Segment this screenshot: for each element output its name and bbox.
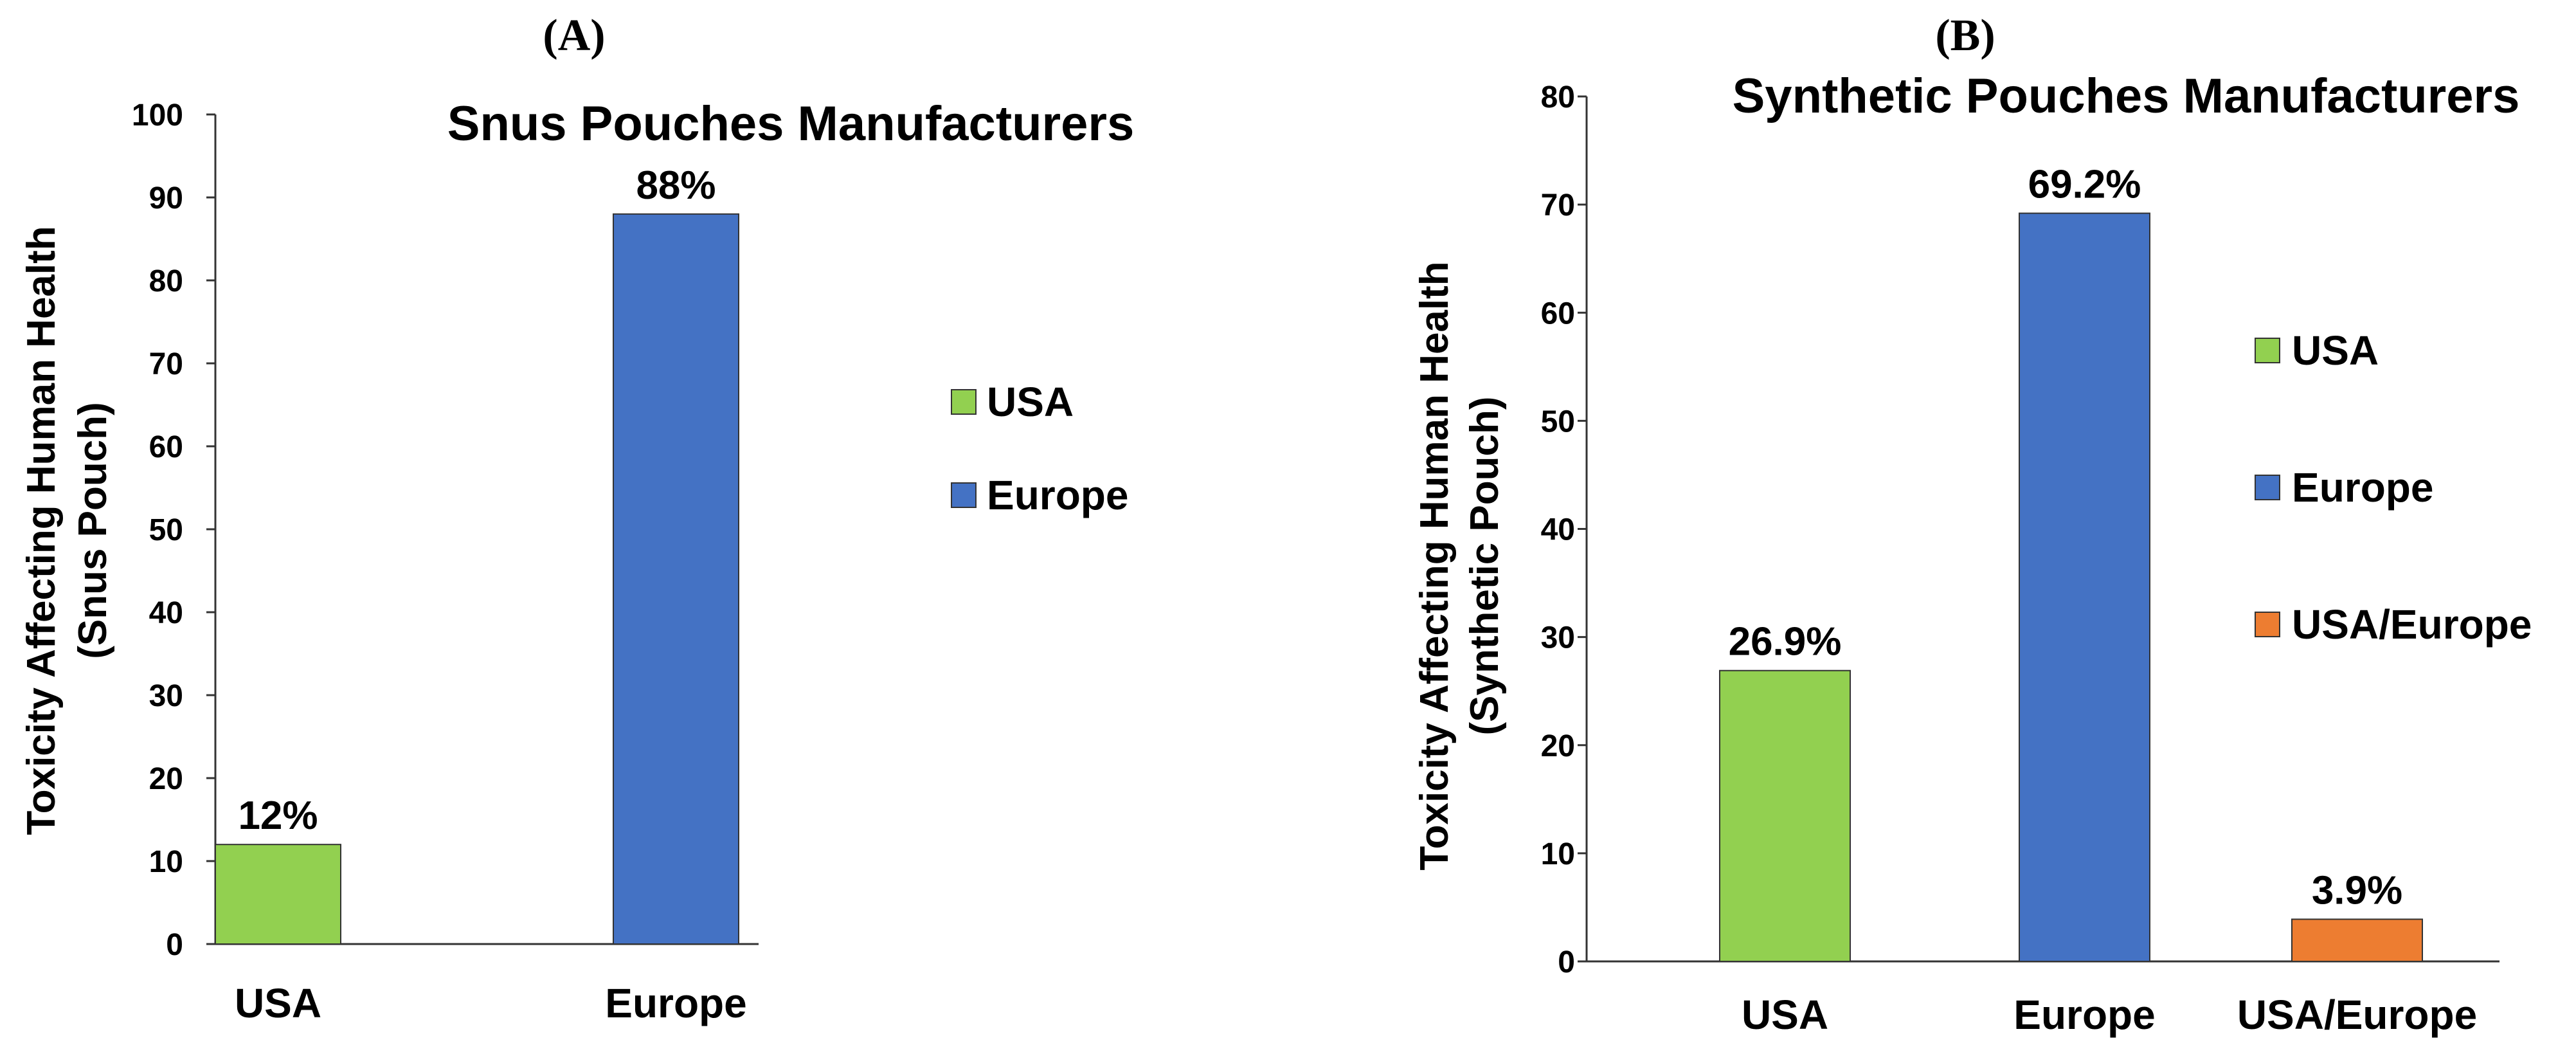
x-tick-label: USA [1742, 992, 1828, 1038]
chart-title: Synthetic Pouches Manufacturers [1733, 69, 2520, 123]
y-tick-label: 60 [149, 430, 183, 464]
y-tick-label: 60 [1541, 296, 1575, 331]
y-tick-label: 30 [1541, 621, 1575, 655]
y-axis-label: Toxicity Affecting Human Health (Syntheti… [1412, 261, 1507, 870]
data-label: 26.9% [1729, 620, 1842, 664]
y-axis-label-line-2: (Snus Pouch) [71, 402, 115, 659]
panel-label: (A) [543, 11, 605, 60]
y-tick-label: 70 [1541, 188, 1575, 223]
y-axis-label: Toxicity Affecting Human Health (Snus Pou… [19, 226, 115, 835]
bar-usa-europe [2291, 918, 2423, 963]
legend-label: Europe [987, 472, 1128, 518]
y-tick-label: 50 [149, 513, 183, 547]
bar-europe [2019, 212, 2150, 963]
x-tick-label: USA/Europe [2237, 992, 2477, 1038]
bar-europe [613, 213, 739, 945]
legend-label: USA [2292, 327, 2379, 374]
y-axis-label-line-1: Toxicity Affecting Human Health [19, 226, 64, 835]
y-tick-label: 20 [149, 762, 183, 796]
chart-title: Snus Pouches Manufacturers [447, 96, 1135, 151]
bar-usa [1719, 669, 1851, 963]
legend-label: Europe [2292, 464, 2433, 511]
panel-a-chart: (A) Snus Pouches Manufacturers 0 10 20 30 40 50… [19, 11, 1134, 1026]
x-tick-label: USA [235, 980, 321, 1026]
y-axis-label-line-1: Toxicity Affecting Human Health [1412, 261, 1457, 870]
y-tick-label: 10 [149, 845, 183, 879]
y-tick-label: 20 [1541, 729, 1575, 763]
data-label: 3.9% [2312, 868, 2402, 913]
x-tick-label: Europe [2013, 992, 2155, 1038]
y-tick-label: 40 [1541, 513, 1575, 547]
y-tick-label: 80 [149, 264, 183, 298]
legend-swatch-usa [2255, 338, 2280, 363]
x-tick-label: Europe [605, 980, 746, 1026]
panel-b-chart: (B) Synthetic Pouches Manufacturers 0 10 20 3… [1412, 11, 2532, 1038]
data-label: 69.2% [2028, 163, 2141, 207]
legend-swatch-europe [2255, 475, 2280, 500]
y-tick-label: 70 [149, 347, 183, 381]
y-tick-label: 80 [1541, 80, 1575, 114]
y-tick-label: 50 [1541, 404, 1575, 439]
bar-usa [215, 844, 341, 945]
y-tick-label: 30 [149, 679, 183, 713]
y-axis-label-line-2: (Synthetic Pouch) [1463, 396, 1507, 735]
y-tick-label: 40 [149, 596, 183, 630]
legend-swatch-europe [951, 482, 977, 508]
legend-swatch-usa-europe [2255, 612, 2280, 637]
legend-label: USA/Europe [2292, 601, 2532, 648]
y-tick-label: 0 [1558, 945, 1575, 979]
y-tick-label: 100 [132, 98, 183, 132]
legend-swatch-usa [951, 389, 977, 415]
y-tick-label: 10 [1541, 837, 1575, 871]
y-tick-label: 90 [149, 181, 183, 215]
data-label: 12% [238, 794, 318, 838]
data-label: 88% [636, 163, 716, 208]
panel-label: (B) [1935, 11, 1995, 60]
y-tick-label: 0 [166, 928, 183, 962]
legend-label: USA [987, 379, 1074, 425]
